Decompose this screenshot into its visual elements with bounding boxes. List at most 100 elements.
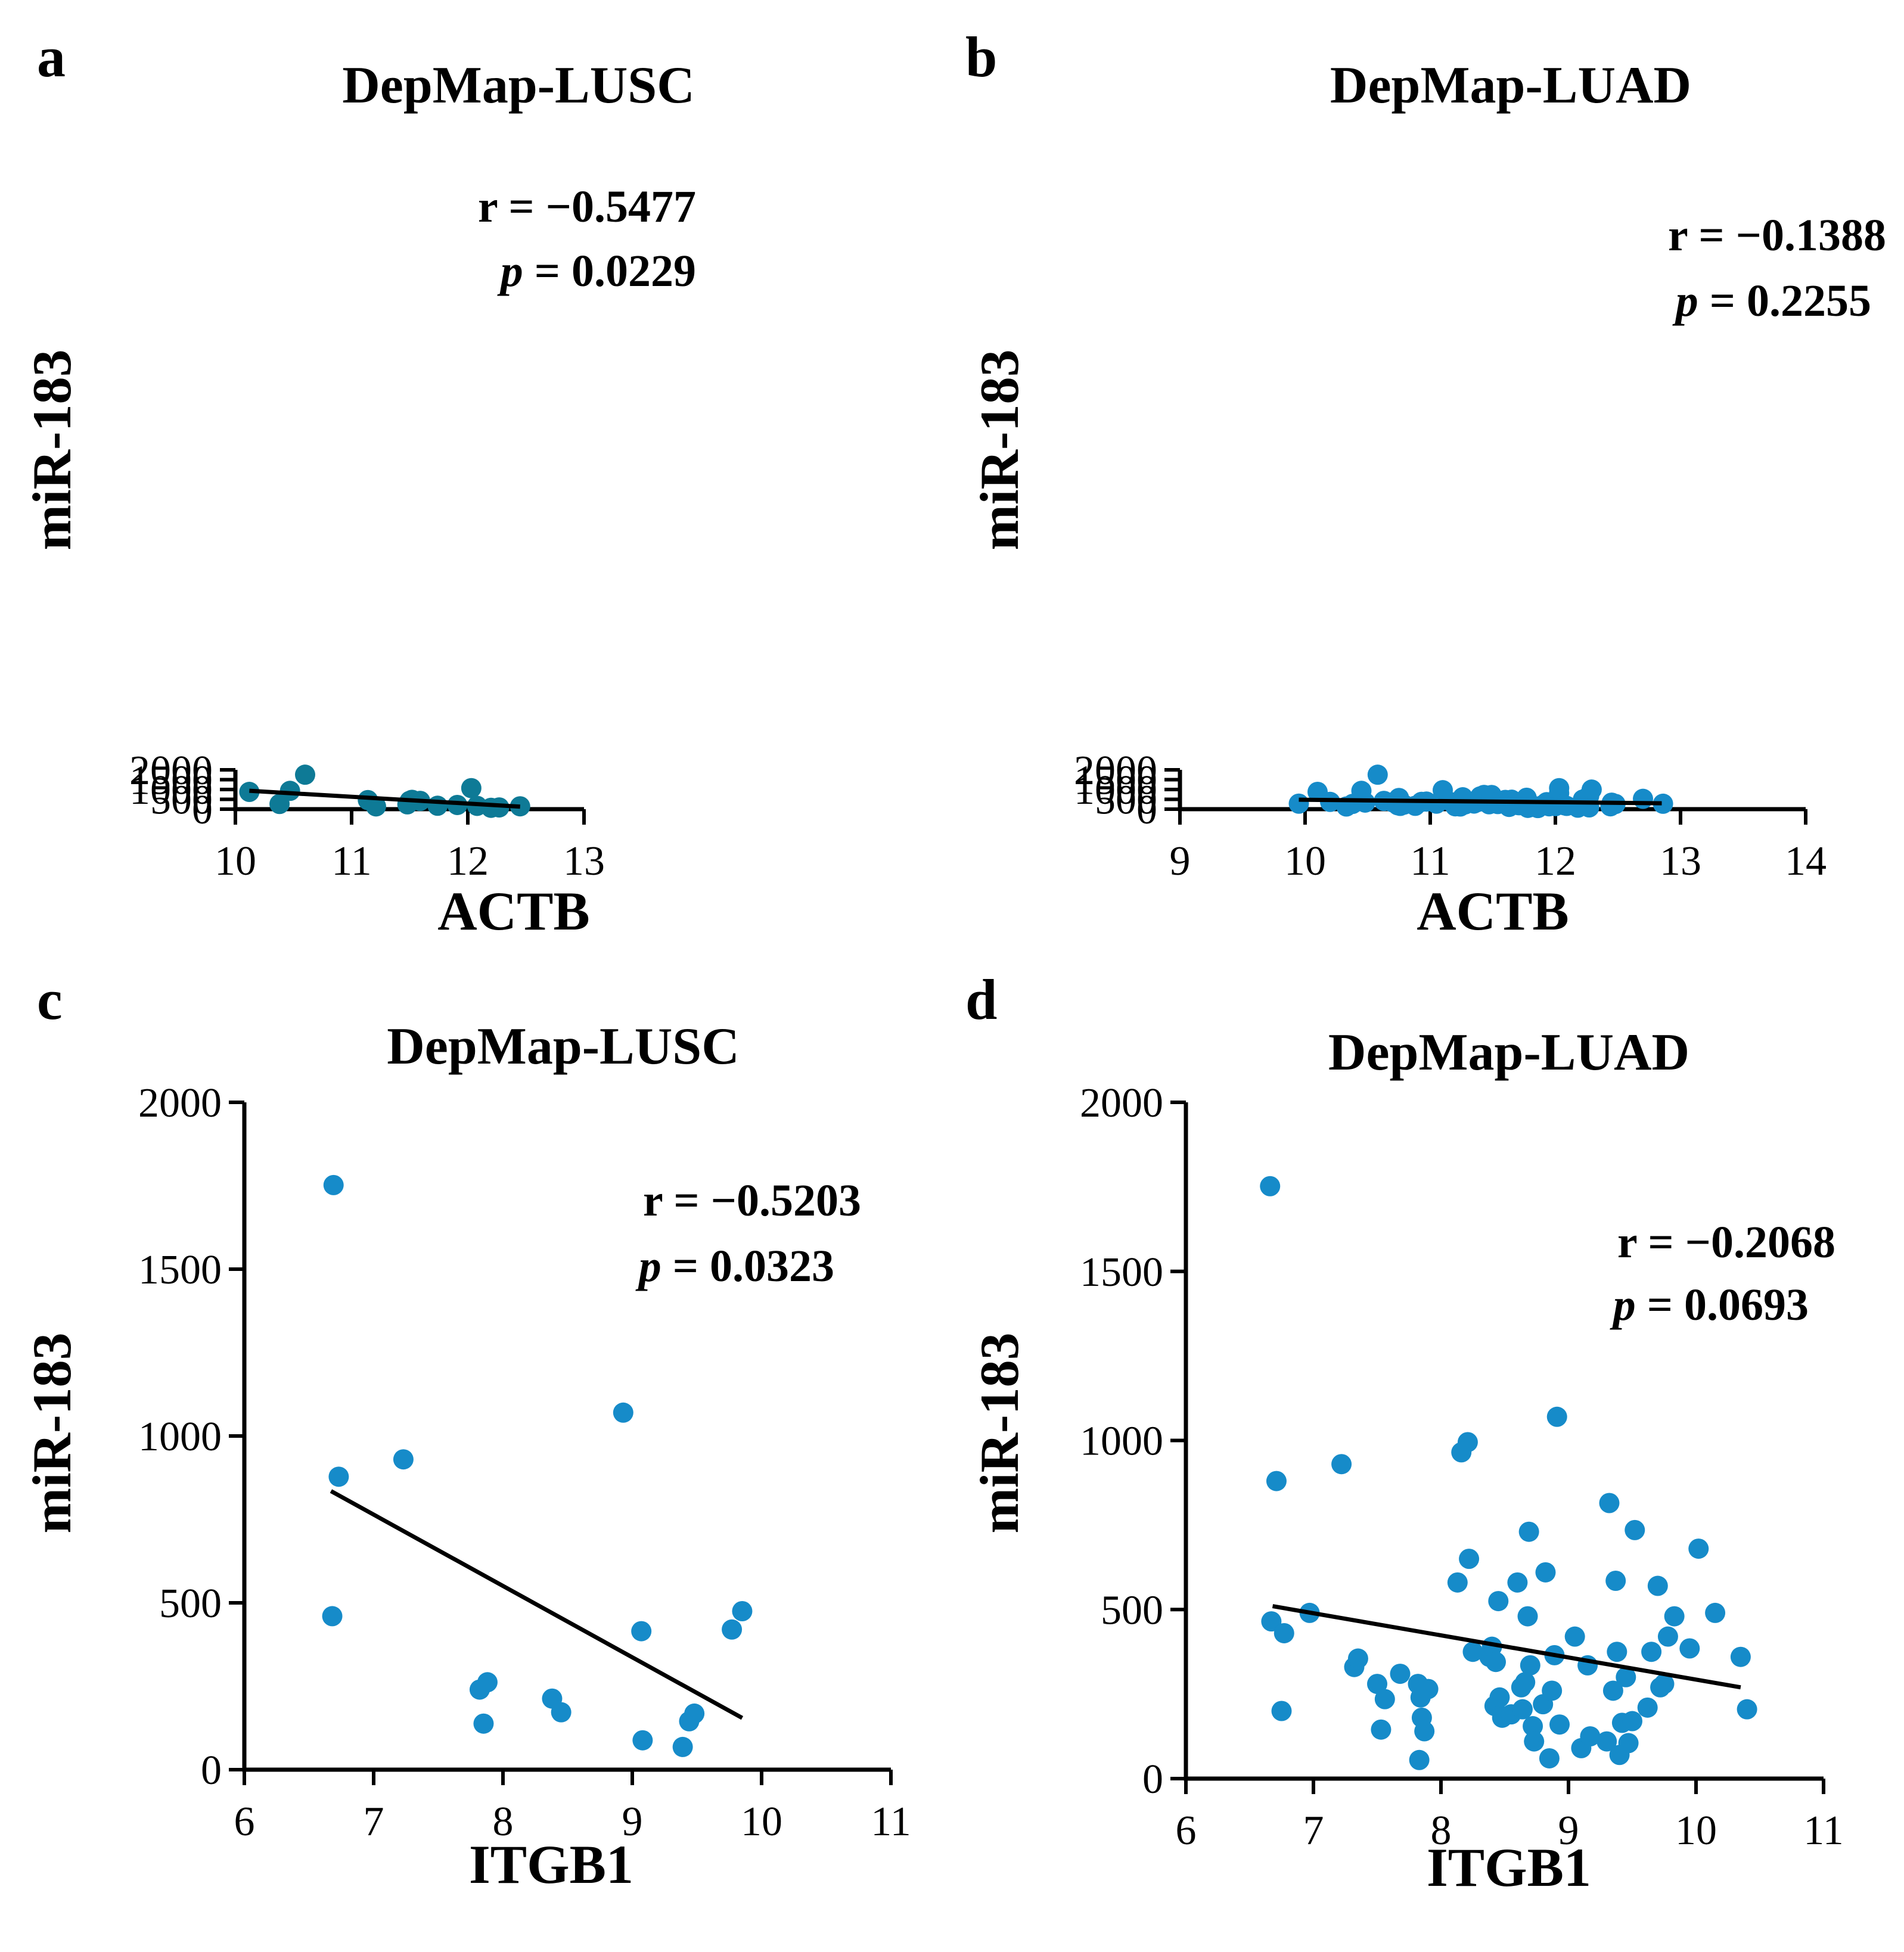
data-point <box>1418 1679 1439 1699</box>
x-tick-label: 9 <box>1170 838 1191 884</box>
data-point <box>1489 1687 1510 1708</box>
p-number: = 0.0693 <box>1636 1280 1809 1330</box>
data-point <box>1654 1674 1675 1695</box>
data-point <box>1457 1432 1478 1453</box>
chart-title: DepMap-LUAD <box>1328 1024 1689 1081</box>
p-symbol: p <box>497 246 523 296</box>
x-tick-label: 8 <box>1431 1808 1452 1854</box>
y-tick-label: 0 <box>1142 1757 1163 1802</box>
data-point <box>1347 1648 1368 1669</box>
x-axis-label: ACTB <box>1417 881 1569 941</box>
data-point <box>1596 1731 1617 1752</box>
data-point <box>631 1621 652 1642</box>
data-point <box>1539 1748 1560 1768</box>
regression-line <box>1272 1604 1741 1690</box>
data-point <box>1647 1575 1668 1596</box>
x-tick-label: 10 <box>215 838 256 884</box>
p-symbol: p <box>635 1241 661 1291</box>
data-point <box>722 1619 743 1640</box>
y-tick-label: 1000 <box>1074 767 1157 813</box>
data-point <box>1414 1721 1435 1742</box>
data-point <box>1602 1680 1623 1701</box>
y-tick-label: 0 <box>1136 787 1157 833</box>
data-point <box>1535 1562 1556 1583</box>
p-number: = 0.0229 <box>523 246 696 296</box>
data-point <box>322 1606 343 1627</box>
y-tick-label: 1500 <box>129 758 213 804</box>
data-point <box>632 1730 653 1751</box>
data-point <box>1512 1699 1533 1720</box>
data-point <box>1653 793 1673 814</box>
data-point <box>1737 1699 1757 1720</box>
data-point <box>1390 1664 1411 1684</box>
data-point <box>1679 1638 1700 1659</box>
data-point <box>1546 1406 1567 1427</box>
data-point <box>477 1672 498 1693</box>
y-tick-label: 500 <box>1095 778 1157 823</box>
panel-c: c DepMap-LUSC 0 500 1000 1500 2000 6 7 8 9 10 11 ITGB… <box>21 968 911 1895</box>
data-point <box>1462 1642 1483 1662</box>
data-point <box>1447 1572 1468 1593</box>
data-point <box>613 1402 633 1423</box>
data-point <box>1288 793 1309 814</box>
p-value: p = 0.0323 <box>635 1241 834 1291</box>
x-tick-label: 14 <box>1785 838 1827 884</box>
panel-d: d DepMap-LUAD 0 500 1000 1500 2000 6 7 8 9 10 11 ITGB… <box>965 968 1844 1898</box>
p-symbol: p <box>1610 1280 1636 1330</box>
data-point <box>365 796 386 817</box>
chart-title: DepMap-LUSC <box>387 1018 740 1076</box>
data-point <box>1599 1493 1620 1513</box>
y-axis-label: miR-183 <box>969 1332 1030 1533</box>
data-point <box>1371 1719 1391 1740</box>
data-point <box>551 1702 571 1723</box>
data-point <box>328 1466 349 1487</box>
x-tick-label: 11 <box>1803 1808 1843 1854</box>
x-tick-label: 9 <box>622 1799 643 1845</box>
panel-letter: a <box>37 25 66 89</box>
data-point <box>1515 1672 1536 1693</box>
data-point <box>1705 1602 1726 1623</box>
data-point <box>1605 1571 1626 1592</box>
data-point <box>1581 779 1602 800</box>
y-tick-label: 500 <box>159 1581 222 1627</box>
data-point <box>1637 1697 1658 1718</box>
r-value: r = −0.1388 <box>1668 210 1886 260</box>
y-tick-label: 2000 <box>1074 748 1157 794</box>
data-point <box>1274 1622 1294 1643</box>
data-point <box>684 1703 705 1724</box>
x-tick-label: 6 <box>1176 1808 1197 1854</box>
panel-letter: c <box>37 968 63 1031</box>
y-tick-label: 2000 <box>138 1080 222 1126</box>
x-tick-label: 10 <box>1675 1808 1717 1854</box>
r-value: r = −0.5477 <box>478 182 696 232</box>
p-value: p = 0.2255 <box>1672 276 1871 326</box>
x-axis-label: ACTB <box>437 881 590 941</box>
y-tick-label: 500 <box>1101 1587 1163 1633</box>
data-point <box>1607 1642 1627 1662</box>
data-point <box>1260 1176 1281 1196</box>
y-tick-label: 1500 <box>1080 1249 1163 1295</box>
y-tick-label: 1000 <box>1080 1419 1163 1465</box>
regression-line <box>1299 797 1662 806</box>
x-tick-label: 10 <box>741 1799 782 1845</box>
data-point <box>473 1713 494 1734</box>
x-tick-label: 11 <box>331 838 371 884</box>
chart-title: DepMap-LUAD <box>1330 57 1691 114</box>
x-tick-label: 13 <box>563 838 605 884</box>
regression-line <box>330 1489 744 1720</box>
data-point <box>1625 1519 1645 1540</box>
y-tick-label: 1500 <box>138 1247 222 1293</box>
data-point <box>1271 1701 1292 1721</box>
y-axis-label: miR-183 <box>21 1332 82 1533</box>
data-point <box>732 1601 753 1621</box>
x-tick-label: 7 <box>1303 1808 1324 1854</box>
data-point <box>1664 1606 1685 1627</box>
x-tick-label: 11 <box>1410 838 1450 884</box>
r-value: r = −0.2068 <box>1617 1217 1835 1267</box>
data-point <box>1549 1714 1570 1735</box>
data-point <box>1618 1733 1639 1754</box>
data-point <box>1266 1471 1287 1491</box>
x-tick-label: 11 <box>871 1799 911 1845</box>
